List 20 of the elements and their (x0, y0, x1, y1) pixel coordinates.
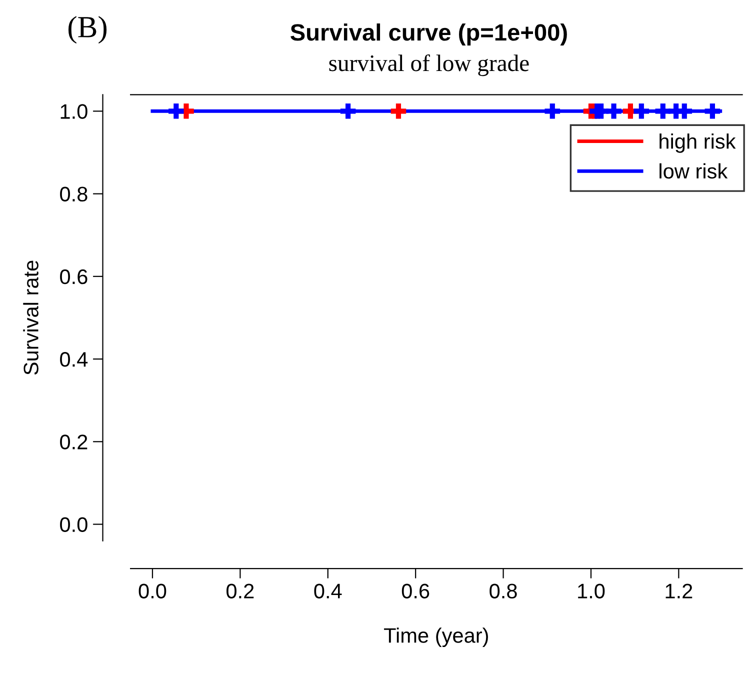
y-tick-label: 0.2 (60, 434, 88, 450)
chart-subtitle: survival of low grade (329, 54, 529, 76)
x-tick-label: 0.4 (314, 584, 342, 598)
x-tick-label: 1.2 (666, 584, 692, 598)
x-tick-label: 0.8 (490, 584, 517, 598)
x-tick-label: 0.2 (226, 584, 254, 598)
x-axis-title: Time (year) (384, 628, 488, 647)
x-tick-label: 0.6 (402, 584, 430, 598)
y-axis-title: Survival rate (23, 260, 38, 375)
legend-label: high risk (660, 133, 736, 153)
y-tick-label: 0.6 (60, 269, 88, 284)
y-tick-label: 0.0 (60, 517, 88, 532)
y-tick-label: 1.0 (60, 104, 88, 119)
chart-title: Survival curve (p=1e+00) (290, 23, 567, 46)
x-tick-label: 0.0 (138, 584, 166, 598)
y-tick-label: 0.8 (60, 186, 88, 202)
text: (B) (68, 16, 107, 44)
legend-label: low risk (660, 163, 728, 179)
x-tick-label: 1.0 (578, 584, 605, 598)
y-tick-label: 0.4 (60, 352, 88, 367)
